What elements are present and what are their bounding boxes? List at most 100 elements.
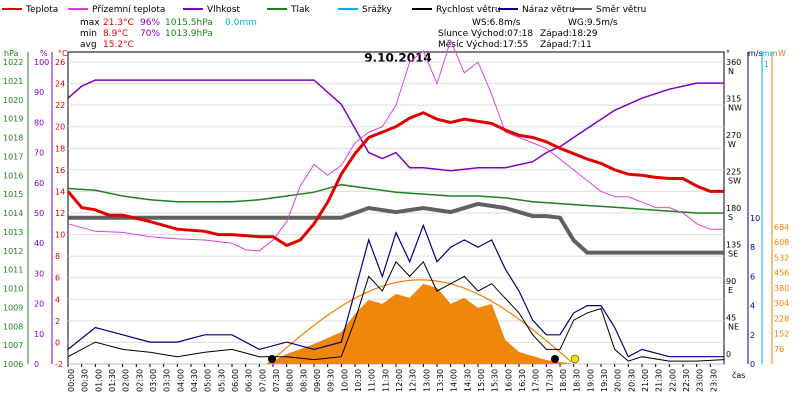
plot-area: [66, 38, 725, 365]
x-tick-label: 16:30: [518, 369, 527, 392]
hpa-tick-label: 1017: [3, 152, 23, 161]
x-tick-label: 21:30: [655, 369, 664, 392]
deg-tick-label: 0: [726, 350, 731, 359]
x-tick-label: 16:00: [504, 369, 513, 392]
hpa-tick-label: 1022: [3, 58, 23, 67]
legend-label-4: Srážky: [362, 5, 393, 15]
pct-tick-label: 20: [34, 300, 44, 309]
x-tick-label: 22:30: [682, 369, 691, 392]
pct-tick-label: 100: [34, 58, 49, 67]
pct-tick-label: 60: [34, 179, 44, 188]
celsius-tick-label: 22: [55, 101, 65, 110]
hpa-tick-label: 1011: [3, 266, 23, 275]
x-tick-label: 19:30: [600, 369, 609, 392]
celsius-tick-label: 12: [55, 209, 65, 218]
legend-label-1: Přízemní teplota: [92, 5, 165, 15]
mm-tick-label: 1: [764, 60, 769, 69]
stats-max-hum: 96%: [140, 18, 160, 28]
x-tick-label: 13:30: [436, 369, 445, 392]
x-tick-label: 08:30: [299, 369, 308, 392]
deg-dir-label: E: [728, 286, 733, 295]
x-axis-label: čas: [732, 370, 745, 380]
deg-dir-label: N: [728, 67, 734, 76]
hpa-tick-label: 1016: [3, 171, 23, 180]
info-panel: WS:6.8m/s WG:9.5m/s Slunce Východ:07:18 …: [438, 18, 618, 50]
series-humidity: [67, 79, 724, 172]
legend-label-3: Tlak: [290, 5, 311, 15]
ms-tick-label: 0: [750, 360, 755, 369]
hpa-tick-label: 1009: [3, 303, 23, 312]
celsius-tick-label: 24: [55, 80, 65, 89]
x-tick-label: 07:00: [258, 369, 267, 392]
x-tick-label: 22:00: [668, 369, 677, 392]
x-tick-label: 14:30: [463, 369, 472, 392]
w-tick-label: 76: [774, 345, 784, 354]
stats-avg-label: avg: [80, 40, 97, 50]
pct-tick-label: 0: [34, 360, 39, 369]
stats-min-hum: 70%: [140, 29, 160, 39]
deg-tick-label: 360: [726, 58, 741, 67]
x-tick-label: 02:00: [122, 369, 131, 392]
x-tick-label: 21:00: [641, 369, 650, 392]
ms-tick-label: 4: [750, 302, 755, 311]
x-tick-label: 01:30: [108, 369, 117, 392]
x-tick-label: 17:30: [545, 369, 554, 392]
deg-dir-label: NE: [728, 323, 739, 332]
info-moonrise: Měsíc Východ:17:55: [438, 40, 528, 50]
series-wind-direction: [68, 201, 724, 255]
deg-tick-label: 270: [726, 131, 741, 140]
w-tick-label: 456: [774, 269, 789, 278]
stats-max-rain: 0.0mm: [225, 18, 257, 28]
pct-tick-label: 40: [34, 239, 44, 248]
stats-min-press: 1013.9hPa: [165, 29, 213, 39]
series-solar: [267, 283, 574, 364]
legend-label-0: Teplota: [25, 5, 58, 15]
x-tick-label: 07:30: [272, 369, 281, 392]
x-tick-label: 23:30: [709, 369, 718, 392]
hpa-tick-label: 1015: [3, 190, 23, 199]
legend-label-6: Náraz větru: [522, 5, 575, 15]
x-tick-label: 05:30: [217, 369, 226, 392]
sun-moon-markers: [268, 354, 580, 364]
ms-tick-label: 6: [750, 272, 755, 281]
pct-tick-label: 30: [34, 269, 44, 278]
w-tick-label: 532: [774, 253, 789, 262]
x-tick-label: 00:00: [67, 369, 76, 392]
hpa-tick-label: 1012: [3, 247, 23, 256]
x-tick-label: 06:00: [231, 369, 240, 392]
sunset-marker: [570, 354, 580, 364]
x-tick-label: 18:00: [559, 369, 568, 392]
hpa-tick-label: 1008: [3, 322, 23, 331]
ms-tick-label: 2: [750, 331, 755, 340]
legend-label-5: Rychlost větru: [436, 5, 501, 15]
x-tick-label: 09:00: [313, 369, 322, 392]
x-tick-label: 00:30: [81, 369, 90, 392]
x-tick-label: 04:30: [190, 369, 199, 392]
legend-label-2: Vlhkost: [207, 5, 240, 15]
x-tick-label: 13:00: [422, 369, 431, 392]
w-tick-label: 228: [774, 314, 789, 323]
deg-tick-label: 135: [726, 241, 741, 250]
w-axis-unit: W: [778, 49, 786, 58]
stats-max-press: 1015.5hPa: [165, 18, 213, 28]
series-ground-temperature: [67, 38, 724, 252]
x-tick-label: 03:30: [163, 369, 172, 392]
x-tick-label: 23:00: [696, 369, 705, 392]
hpa-tick-label: 1014: [3, 209, 23, 218]
celsius-tick-label: 2: [55, 317, 60, 326]
celsius-tick-label: 20: [55, 123, 65, 132]
deg-dir-label: SW: [728, 177, 741, 186]
series-wind-gust: [67, 223, 724, 358]
celsius-tick-label: 26: [55, 58, 65, 67]
x-tick-label: 04:00: [176, 369, 185, 392]
hpa-tick-label: 1018: [3, 134, 23, 143]
info-sunset: Západ:18:29: [540, 29, 598, 39]
celsius-tick-label: 14: [55, 187, 65, 196]
w-tick-label: 152: [774, 330, 789, 339]
hpa-tick-label: 1010: [3, 285, 23, 294]
moonrise-marker: [551, 355, 559, 363]
pct-tick-label: 10: [34, 330, 44, 339]
x-tick-label: 15:30: [491, 369, 500, 392]
series-temperature: [66, 111, 724, 248]
